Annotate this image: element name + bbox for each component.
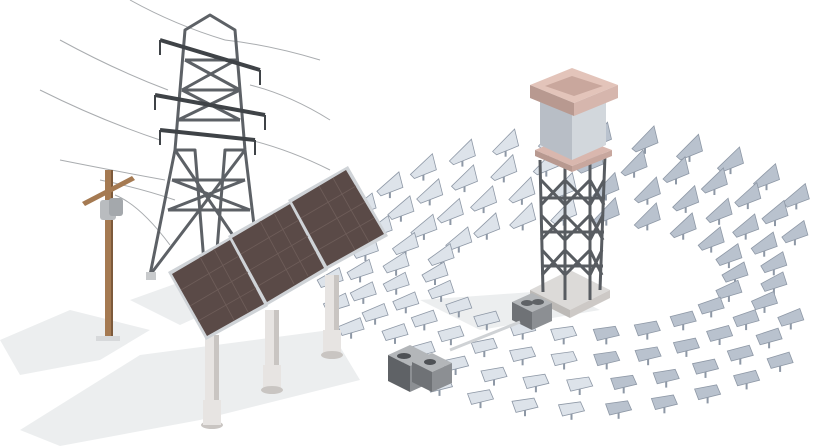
pole-crossarm bbox=[82, 176, 135, 206]
heliostat-mirror bbox=[650, 394, 678, 414]
heliostat-mirror bbox=[697, 226, 725, 253]
heliostat-mirror bbox=[509, 346, 537, 366]
heliostat-mirror bbox=[470, 337, 498, 358]
transmission-tower bbox=[146, 13, 266, 280]
heliostat-mirror bbox=[409, 152, 437, 181]
heliostat-mirror bbox=[511, 397, 539, 417]
heliostat-mirror bbox=[634, 346, 662, 366]
heliostat-mirror bbox=[694, 384, 722, 404]
heliostat-mirror bbox=[633, 320, 661, 340]
heliostat-mirror bbox=[706, 325, 734, 345]
heliostat-mirror bbox=[605, 400, 633, 419]
heliostat-mirror bbox=[421, 261, 449, 285]
panel-grid-lines bbox=[180, 177, 375, 322]
heliostat-mirror bbox=[387, 195, 415, 222]
heliostat-mirror bbox=[732, 309, 760, 331]
heliostat-mirror bbox=[592, 325, 620, 345]
heliostat-mirror bbox=[766, 351, 794, 372]
utility-pole bbox=[82, 170, 135, 341]
heliostat-mirror bbox=[672, 184, 700, 213]
heliostat-mirror bbox=[410, 309, 438, 331]
heliostat-mirror bbox=[675, 133, 703, 162]
heliostat-mirror bbox=[381, 323, 409, 344]
heliostat-mirror bbox=[473, 212, 501, 240]
heliostat-mirror bbox=[652, 368, 680, 388]
heliostat-mirror bbox=[436, 197, 464, 225]
heliostat-mirror bbox=[782, 182, 810, 210]
heliostat-mirror bbox=[448, 138, 476, 167]
heliostat-mirror bbox=[346, 258, 374, 283]
heliostat-mirror bbox=[522, 373, 550, 393]
heliostat-mirror bbox=[761, 199, 789, 227]
heliostat-mirror bbox=[492, 128, 520, 157]
heliostat-mirror bbox=[726, 344, 754, 365]
hvac-unit-tower bbox=[512, 293, 552, 330]
heliostat-mirror bbox=[416, 178, 444, 206]
heliostat-mirror bbox=[466, 389, 495, 409]
solar-panel-array bbox=[168, 166, 388, 429]
heliostat-mirror bbox=[480, 366, 508, 386]
heliostat-mirror bbox=[633, 176, 661, 205]
heliostat-mirror bbox=[557, 401, 586, 420]
heliostat-mirror bbox=[349, 281, 377, 304]
heliostat-mirror bbox=[620, 148, 648, 178]
heliostat-mirror bbox=[755, 327, 783, 349]
heliostat-mirror bbox=[672, 337, 700, 357]
heliostat-mirror bbox=[427, 279, 455, 302]
heliostat-mirror bbox=[361, 302, 389, 325]
heliostat-mirror bbox=[700, 167, 728, 195]
panel-pillars bbox=[201, 275, 343, 429]
heliostat-mirror bbox=[566, 376, 594, 395]
heliostat-mirror bbox=[760, 251, 788, 276]
heliostat-mirror bbox=[631, 125, 659, 154]
heliostat-mirror bbox=[508, 176, 536, 205]
solar-power-tower bbox=[530, 68, 618, 318]
heliostat-mirror bbox=[669, 310, 697, 331]
heliostat-mirror bbox=[490, 153, 518, 183]
heliostat-mirror bbox=[777, 307, 805, 330]
heliostat-mirror bbox=[593, 350, 621, 370]
heliostat-mirror bbox=[550, 325, 578, 345]
heliostat-mirror bbox=[392, 291, 420, 314]
heliostat-mirror bbox=[750, 290, 779, 313]
heliostat-mirror bbox=[733, 369, 761, 390]
heliostat-mirror bbox=[450, 164, 478, 193]
heliostat-mirror bbox=[715, 243, 743, 269]
heliostat-mirror bbox=[376, 171, 404, 199]
pole-shaft bbox=[105, 170, 112, 340]
heliostat-mirror bbox=[781, 219, 809, 246]
heliostat-mirror bbox=[732, 213, 760, 240]
heliostat-mirror bbox=[550, 351, 578, 370]
heliostat-mirror bbox=[760, 271, 788, 295]
heliostat-mirror bbox=[633, 202, 661, 231]
heliostat-mirror bbox=[437, 325, 465, 346]
heliostat-mirror bbox=[705, 197, 733, 225]
heliostat-mirror bbox=[669, 212, 697, 240]
heliostat-mirror bbox=[470, 185, 498, 214]
heliostat-mirror bbox=[382, 271, 410, 295]
tower-lattice bbox=[538, 154, 607, 300]
pipe bbox=[449, 320, 521, 352]
heliostat-mirror bbox=[721, 261, 749, 285]
heliostat-mirror bbox=[445, 296, 473, 318]
heliostat-mirror bbox=[691, 358, 720, 378]
heliostat-mirror bbox=[662, 156, 690, 185]
heliostat-mirror bbox=[473, 310, 501, 331]
tower-receiver-glass bbox=[540, 100, 572, 160]
heliostat-mirror bbox=[592, 196, 620, 226]
heliostat-mirror bbox=[715, 279, 743, 302]
heliostat-mirror bbox=[509, 202, 537, 231]
hvac-units bbox=[388, 345, 452, 392]
heliostat-mirror bbox=[382, 251, 410, 276]
heliostat-mirror bbox=[750, 231, 778, 257]
heliostat-mirror bbox=[697, 296, 725, 318]
heliostat-mirror bbox=[610, 374, 638, 394]
heliostat-mirror bbox=[734, 181, 762, 210]
